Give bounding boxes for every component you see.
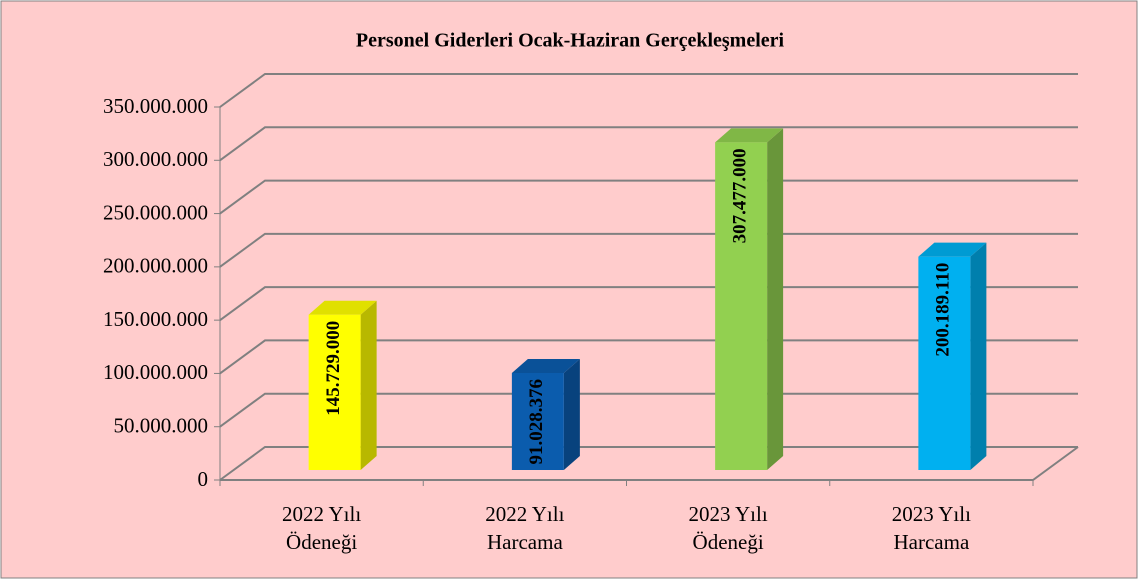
y-tick-label: 50.000.000 [114,414,209,438]
bar-side [360,300,377,470]
value-label: 307.477.000 [729,148,750,243]
y-tick-label: 150.000.000 [103,307,208,331]
grid-line [219,286,1078,321]
bar-side [563,358,580,470]
y-tick-label: 200.000.000 [103,254,208,278]
bar [715,142,768,470]
y-tick-label: 250.000.000 [103,200,208,224]
x-tick-label: 2022 Yılı Ödeneği [282,502,362,554]
x-tick-label: 2022 Yılı Harcama [485,502,565,554]
x-tick-label: 2023 Yılı Harcama [891,502,971,554]
bar-top [308,300,377,315]
value-label: 145.729.000 [323,321,344,416]
bar-side [767,128,784,470]
y-tick-label: 0 [198,467,209,491]
bar-side [970,242,987,470]
bar [511,372,564,470]
grid-line [219,392,1078,428]
y-tick-label: 350.000.000 [103,94,208,118]
x-tick-label: 2023 Yılı Ödeneği [688,502,768,554]
value-label: 91.028.376 [526,379,547,465]
grid-line [219,339,1078,375]
grid-line [219,126,1078,162]
bar-top [511,358,580,373]
bar [918,256,971,470]
bar [308,314,361,470]
grid-line [219,179,1078,215]
chart-title: Personel Giderleri Ocak-Haziran Gerçekle… [356,30,785,52]
y-tick-label: 300.000.000 [103,147,208,171]
grid-line [219,73,1078,108]
y-tick-label: 100.000.000 [103,360,208,384]
bar-top [918,242,987,257]
grid-line [219,232,1078,268]
bar-top [715,128,784,143]
value-label: 200.189.110 [933,263,954,357]
grid-line [219,446,1078,481]
